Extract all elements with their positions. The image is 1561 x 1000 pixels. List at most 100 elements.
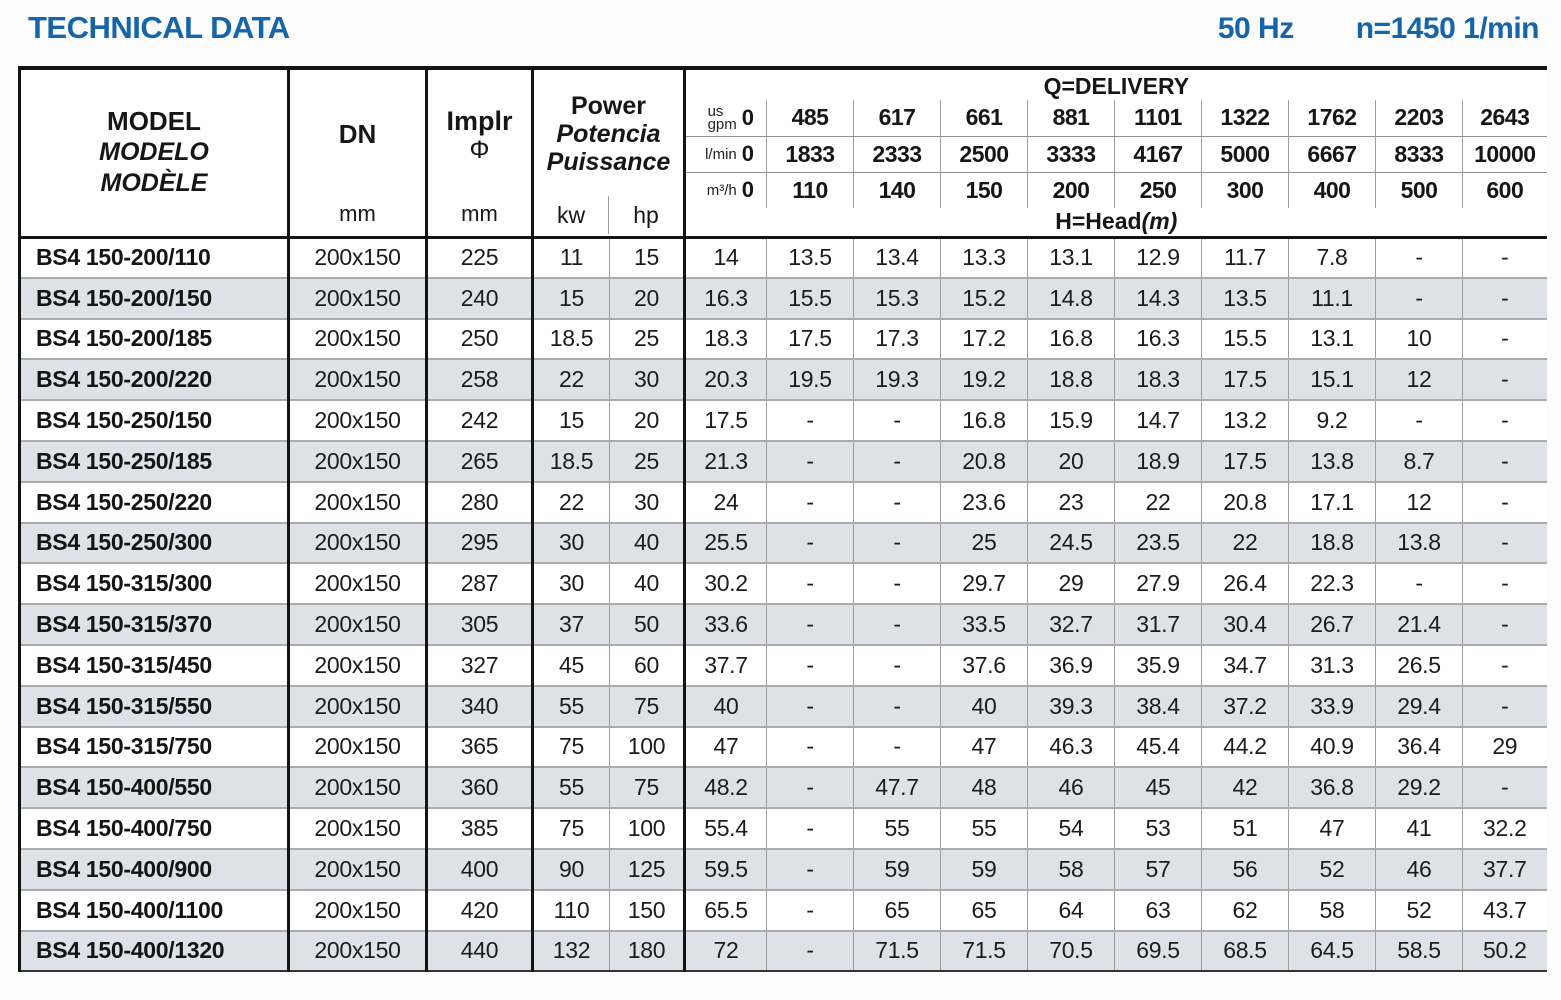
page-title: TECHNICAL DATA [28,10,290,45]
kw-cell: 11 [532,235,610,278]
impeller-cell: 287 [426,562,534,605]
head-value-cell: 39.3 [1027,684,1115,727]
table-row: BS4 150-200/110 200x150 225 11 15 14 13.5 13.4 1… [19,235,1547,278]
kw-cell: 30 [532,521,610,564]
head-value-cell: 17.5 [766,317,854,360]
head-value-cell: 65 [940,888,1028,931]
impeller-cell: 365 [426,725,534,768]
hp-cell: 100 [609,725,686,768]
head-value-cell: 25.5 [684,521,767,564]
delivery-flow-value: 500 [1375,172,1463,208]
table-row: BS4 150-315/300 200x150 287 30 40 30.2- -29.7 2… [19,562,1547,605]
table-row: BS4 150-315/550 200x150 340 55 75 40- -40 39.3 3… [19,684,1547,727]
head-value-cell: 19.5 [766,358,854,401]
model-cell: BS4 150-315/750 [19,725,290,768]
head-value-cell: - [1462,480,1547,523]
head-value-cell: 17.5 [684,399,767,441]
model-cell: BS4 150-315/450 [19,643,290,686]
model-cell: BS4 150-315/370 [19,603,290,645]
head-title-cell: H=Head(m) [685,208,1547,237]
head-value-cell: 24.5 [1027,521,1115,564]
kw-cell: 15 [532,276,610,319]
delivery-flow-value: 10000 [1462,136,1547,173]
impeller-cell: 295 [426,521,534,564]
hp-cell: 75 [609,766,686,809]
delivery-flow-value: 110 [766,172,854,208]
head-value-cell: 15.3 [853,276,941,319]
head-value-cell: 13.1 [1288,317,1376,360]
impeller-cell: 258 [426,358,534,401]
dn-cell: 200x150 [288,521,428,564]
head-value-cell: 52 [1288,847,1376,890]
dn-cell: 200x150 [288,725,428,768]
hp-cell: 20 [609,276,686,319]
head-value-cell: - [766,399,854,441]
table-row: BS4 150-400/750 200x150 385 75 100 55.4-55 55 5… [19,807,1547,849]
model-cell: BS4 150-400/550 [19,766,290,809]
head-value-cell: - [1462,562,1547,605]
flow-zero-value: 0 [741,141,754,166]
delivery-flow-value: 200 [1027,172,1115,208]
head-value-cell: 12 [1375,358,1463,401]
delivery-flow-value: 1101 [1114,100,1202,137]
delivery-flow-value: 881 [1027,100,1115,137]
dn-cell: 200x150 [288,766,428,809]
delivery-flow-value: 140 [853,172,941,208]
kw-cell: 22 [532,358,610,401]
head-value-cell: - [766,439,854,482]
head-value-cell: 9.2 [1288,399,1376,441]
head-value-cell: 19.3 [853,358,941,401]
head-value-cell: 29 [1027,562,1115,605]
head-value-cell: 52 [1375,888,1463,931]
head-value-cell: - [766,807,854,849]
head-value-cell: 31.7 [1114,603,1202,645]
head-value-cell: - [853,480,941,523]
head-value-cell: 13.4 [853,235,941,278]
delivery-flow-value: 1322 [1201,100,1289,137]
delivery-flow-value: 2500 [940,136,1028,173]
impeller-cell: 327 [426,643,534,686]
dn-cell: 200x150 [288,480,428,523]
head-value-cell: 16.8 [940,399,1028,441]
head-value-cell: - [1375,235,1463,278]
table-row: BS4 150-200/220 200x150 258 22 30 20.3 19.5 19.… [19,358,1547,401]
head-value-cell: - [766,725,854,768]
dn-unit: mm [339,201,376,227]
head-value-cell: 34.7 [1201,643,1289,686]
head-value-cell: - [1462,766,1547,809]
head-value-cell: 16.8 [1027,317,1115,360]
impeller-cell: 385 [426,807,534,849]
table-body: BS4 150-200/110 200x150 225 11 15 14 13.5 13.4 1… [19,235,1547,972]
head-value-cell: 37.7 [1462,847,1547,890]
head-value-cell: 46 [1375,847,1463,890]
table-row: BS4 150-315/370 200x150 305 37 50 33.6- -33.5 3… [19,603,1547,645]
kw-cell: 37 [532,603,610,645]
head-value-cell: 70.5 [1027,929,1115,972]
head-value-cell: 17.5 [1201,439,1289,482]
head-value-cell: 63 [1114,888,1202,931]
model-column-header: MODEL MODELO MODÈLE [19,68,290,237]
head-value-cell: 47 [1288,807,1376,849]
power-unit-kw: kw [534,196,609,235]
head-value-cell: - [766,929,854,972]
head-value-cell: 32.7 [1027,603,1115,645]
head-value-cell: - [853,603,941,645]
impeller-diameter-symbol: Φ [469,135,490,164]
head-value-cell: 37.6 [940,643,1028,686]
head-value-cell: 33.6 [684,603,767,645]
delivery-flow-value: 250 [1114,172,1202,208]
model-cell: BS4 150-250/300 [19,521,290,564]
head-value-cell: 13.8 [1375,521,1463,564]
delivery-flow-value: 6667 [1288,136,1376,173]
head-value-cell: 17.3 [853,317,941,360]
table-row: BS4 150-250/150 200x150 242 15 20 17.5- -16.8 1… [19,399,1547,441]
head-value-cell: 27.9 [1114,562,1202,605]
head-title-row: H=Head(m) [20,208,1547,237]
head-value-cell: 14.8 [1027,276,1115,319]
dn-cell: 200x150 [288,643,428,686]
head-value-cell: 64 [1027,888,1115,931]
head-value-cell: 21.4 [1375,603,1463,645]
delivery-flow-value: 485 [766,100,854,137]
hp-cell: 30 [609,480,686,523]
